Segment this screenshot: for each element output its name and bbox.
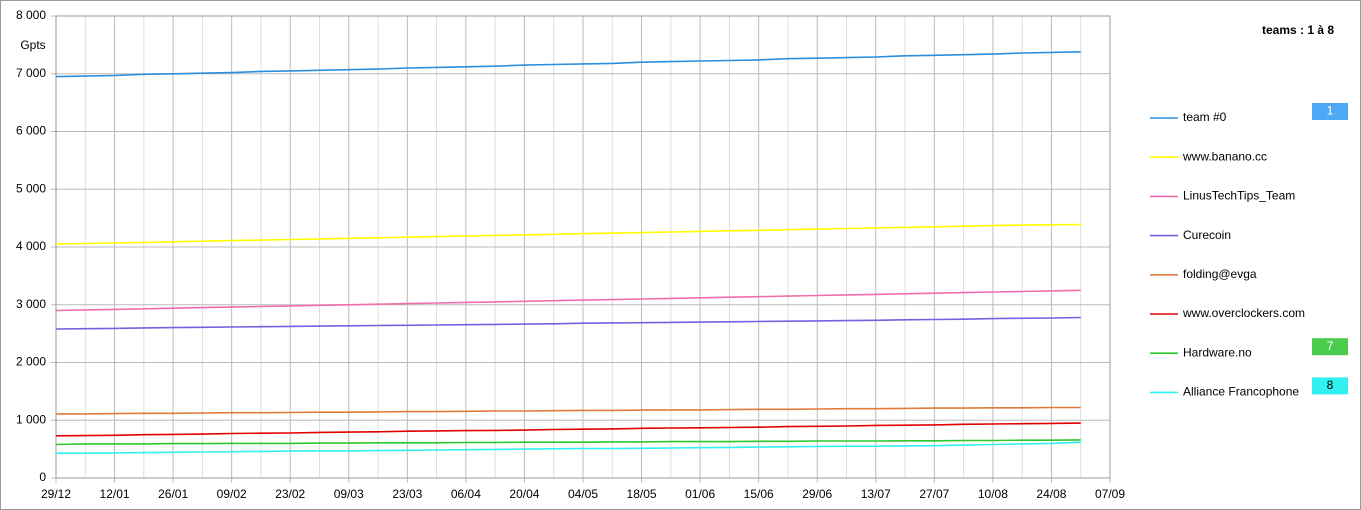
legend-badge-label: 1 (1327, 104, 1334, 118)
y-tick-label: 8 000 (16, 8, 46, 22)
plot-frame (55, 15, 1111, 479)
x-tick-label: 13/07 (861, 487, 891, 501)
legend-label: www.overclockers.com (1182, 306, 1305, 320)
y-tick-label: 0 (39, 470, 46, 484)
legend-label: www.banano.cc (1182, 149, 1267, 163)
legend-label: Hardware.no (1183, 345, 1252, 359)
series-line (55, 422, 1081, 437)
legend-badge (1312, 377, 1348, 395)
x-tick-label: 29/12 (41, 487, 71, 501)
x-tick-label: 04/05 (568, 487, 598, 501)
x-tick-label: 27/07 (919, 487, 949, 501)
x-tick-label: 10/08 (978, 487, 1008, 501)
legend-label: Curecoin (1183, 228, 1231, 242)
series-line (55, 289, 1081, 312)
legend-label: LinusTechTips_Team (1183, 189, 1295, 203)
x-tick-label: 23/03 (392, 487, 422, 501)
series-line (55, 316, 1081, 330)
legend-badge-label: 7 (1327, 339, 1334, 353)
x-tick-label: 07/09 (1095, 487, 1125, 501)
series-line (55, 51, 1081, 78)
y-tick-label: 4 000 (16, 239, 46, 253)
x-tick-label: 18/05 (627, 487, 657, 501)
x-tick-label: 15/06 (744, 487, 774, 501)
y-tick-label: 1 000 (16, 412, 46, 426)
legend-badge (1312, 338, 1348, 356)
x-tick-label: 12/01 (100, 487, 130, 501)
y-tick-label: 3 000 (16, 297, 46, 311)
x-tick-label: 06/04 (451, 487, 481, 501)
chart-title: teams : 1 à 8 (1262, 23, 1334, 37)
legend-badge (1312, 103, 1348, 120)
y-tick-label: 6 000 (16, 124, 46, 138)
series-line (56, 406, 1081, 415)
x-tick-label: 09/03 (334, 487, 364, 501)
legend-label: folding@evga (1183, 267, 1257, 281)
x-tick-label: 01/06 (685, 487, 715, 501)
series-line (55, 439, 1081, 446)
y-axis-label: Gpts (20, 38, 45, 52)
y-tick-label: 7 000 (16, 66, 46, 80)
y-tick-label: 2 000 (16, 355, 46, 369)
legend-label: team #0 (1183, 110, 1227, 124)
x-tick-label: 09/02 (217, 487, 247, 501)
legend-badge-label: 8 (1327, 378, 1334, 392)
legend-label: Alliance Francophone (1183, 385, 1299, 399)
y-tick-label: 5 000 (16, 181, 46, 195)
x-tick-label: 29/06 (802, 487, 832, 501)
x-tick-label: 20/04 (509, 487, 539, 501)
x-tick-label: 24/08 (1036, 487, 1066, 501)
series-line (56, 441, 1081, 455)
x-tick-label: 23/02 (275, 487, 305, 501)
series-line (55, 223, 1081, 245)
x-tick-label: 26/01 (158, 487, 188, 501)
